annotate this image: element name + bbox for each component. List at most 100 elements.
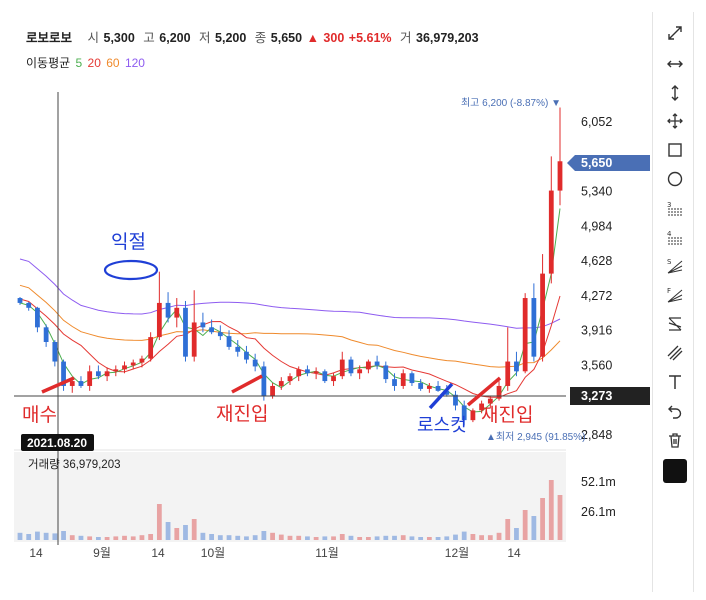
candle-body bbox=[548, 190, 554, 274]
open-value: 5,300 bbox=[103, 31, 135, 45]
candle-body bbox=[365, 361, 371, 370]
crosshair-icon[interactable] bbox=[662, 108, 688, 134]
change-arrow: ▲ bbox=[306, 31, 319, 45]
volume-bar bbox=[130, 536, 136, 540]
candle-body bbox=[531, 298, 537, 357]
candle-body bbox=[130, 362, 136, 366]
reentry1-annotation: 재진입 bbox=[216, 403, 268, 425]
volume-bar bbox=[165, 522, 171, 540]
candle-body bbox=[278, 381, 284, 386]
undo-icon[interactable] bbox=[662, 398, 688, 424]
drawing-toolbar: 3 4 S F bbox=[652, 12, 694, 592]
candle-body bbox=[148, 337, 154, 359]
ma-5: 5 bbox=[75, 56, 83, 70]
volume-bar bbox=[104, 537, 110, 540]
volume-bar bbox=[470, 534, 476, 540]
volume-bar bbox=[17, 532, 23, 540]
volume-bar bbox=[235, 535, 241, 540]
candle-body bbox=[217, 332, 223, 337]
stop-loss-annotation: 로스컷 bbox=[417, 415, 467, 435]
volume-bar bbox=[217, 535, 223, 540]
candle-body bbox=[557, 161, 563, 191]
svg-text:S: S bbox=[667, 258, 672, 266]
volume-bar bbox=[35, 531, 40, 540]
candle-body bbox=[400, 373, 406, 386]
candle-body bbox=[69, 381, 75, 386]
ma-20-line bbox=[19, 295, 561, 398]
candle-body bbox=[78, 381, 84, 386]
x-tick-label: 11월 bbox=[315, 546, 339, 560]
horizontal-line-icon[interactable] bbox=[662, 51, 688, 77]
open-label: 시 bbox=[87, 31, 100, 45]
volume-bar bbox=[174, 528, 180, 540]
circle-icon[interactable] bbox=[662, 166, 688, 192]
volume-bar bbox=[444, 536, 450, 540]
volume-bar bbox=[113, 536, 119, 540]
parallel-channel-icon[interactable] bbox=[662, 340, 688, 366]
volume-bar bbox=[313, 537, 319, 540]
fib-retracement-icon[interactable]: 3 bbox=[662, 195, 688, 221]
crosshair-price-label: 3,273 bbox=[581, 389, 612, 403]
candle-body bbox=[296, 369, 302, 377]
high-label: 고 bbox=[143, 31, 155, 45]
buy-stroke bbox=[41, 376, 75, 394]
current-price-marker bbox=[567, 155, 650, 171]
close-value: 5,650 bbox=[270, 31, 303, 45]
volume-bar bbox=[43, 532, 49, 540]
volume-bar bbox=[479, 535, 485, 540]
candle-body bbox=[113, 369, 119, 372]
ma-legend-label: 이동평균 bbox=[26, 56, 71, 70]
x-tick-label: 9월 bbox=[93, 546, 111, 560]
candle-body bbox=[479, 403, 485, 411]
volume-tick-label: 52.1m bbox=[581, 475, 616, 489]
speed-fan-icon[interactable]: S bbox=[662, 253, 688, 279]
volume-bar bbox=[26, 534, 32, 540]
candle-body bbox=[104, 371, 110, 377]
fib-fan-icon[interactable]: F bbox=[662, 282, 688, 308]
volume-bar bbox=[409, 536, 415, 540]
min-price-label: ▲최저 2,945 (91.85%) bbox=[486, 431, 585, 443]
moving-average-legend[interactable]: 이동평균 5 20 60 120 bbox=[26, 54, 147, 71]
volume-pane bbox=[14, 452, 566, 542]
candle-body bbox=[313, 371, 319, 374]
close-label: 종 bbox=[254, 31, 267, 45]
candlestick-chart[interactable]: 6,052 5,340 4,984 4,628 4,272 3,916 3,560 2,848… bbox=[0, 0, 650, 600]
x-tick-label: 12월 bbox=[445, 546, 469, 560]
vertical-line-icon[interactable] bbox=[662, 80, 688, 106]
trash-icon[interactable] bbox=[662, 427, 688, 453]
candle-body bbox=[270, 385, 275, 396]
rectangle-icon[interactable] bbox=[662, 137, 688, 163]
candle-body bbox=[348, 359, 354, 374]
expand-icon[interactable] bbox=[662, 20, 688, 46]
volume-bar bbox=[400, 535, 406, 540]
candle-body bbox=[87, 371, 93, 386]
change-pct: +5.61% bbox=[348, 31, 392, 45]
date-label-box bbox=[21, 434, 94, 451]
candle-body bbox=[95, 371, 101, 377]
candle-body bbox=[200, 322, 206, 328]
candle-body bbox=[461, 405, 467, 421]
candle-body bbox=[357, 369, 363, 374]
candle-body bbox=[17, 298, 23, 303]
gann-icon[interactable] bbox=[662, 311, 688, 337]
volume-bar bbox=[383, 535, 389, 540]
volume-bar bbox=[95, 537, 101, 540]
candle-body bbox=[514, 361, 519, 372]
candle-body bbox=[522, 298, 528, 372]
color-swatch[interactable] bbox=[663, 459, 687, 483]
ma-60: 60 bbox=[106, 56, 120, 70]
x-tick-label: 14 bbox=[29, 546, 43, 560]
volume-bar bbox=[278, 534, 284, 540]
candle-body bbox=[226, 336, 232, 347]
text-icon[interactable] bbox=[662, 369, 688, 395]
y-tick-label: 3,560 bbox=[581, 358, 612, 372]
candle-body bbox=[496, 385, 502, 399]
volume-title: 거래량 36,979,203 bbox=[28, 458, 121, 471]
fib-extension-icon[interactable]: 4 bbox=[662, 224, 688, 250]
x-tick-label: 14 bbox=[151, 546, 165, 560]
take-profit-annotation: 익절 bbox=[111, 231, 146, 253]
candle-body bbox=[191, 322, 197, 357]
volume-bar bbox=[505, 519, 511, 540]
volume-bar bbox=[522, 510, 528, 540]
x-tick-label: 14 bbox=[507, 546, 521, 560]
